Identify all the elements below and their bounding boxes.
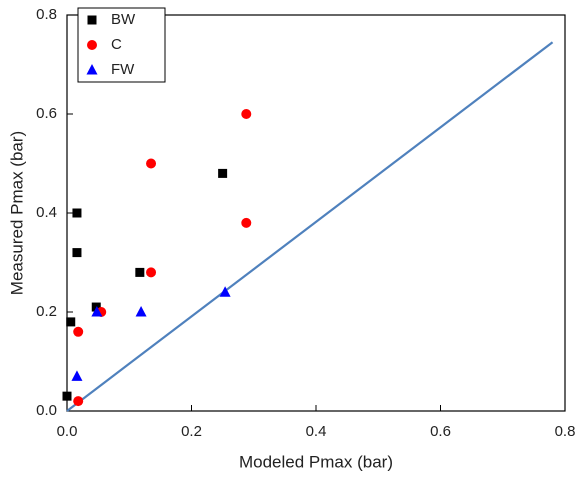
x-tick-label: 0.2	[181, 423, 202, 440]
point	[146, 267, 157, 278]
y-tick-label: 0.4	[36, 204, 57, 221]
y-tick-label: 0.0	[36, 402, 57, 419]
point	[146, 158, 157, 169]
point	[135, 306, 147, 317]
legend-label: C	[111, 36, 122, 53]
point	[218, 168, 228, 178]
point	[72, 208, 82, 218]
point	[241, 109, 252, 119]
y-tick-label: 0.2	[36, 303, 57, 320]
x-tick-label: 0.8	[555, 423, 576, 440]
legend-marker	[86, 64, 98, 75]
legend-marker	[87, 15, 97, 25]
x-tick-label: 0.4	[306, 423, 327, 440]
point	[91, 302, 101, 312]
point	[135, 267, 145, 277]
reference-line	[66, 41, 554, 412]
legend-label: BW	[111, 11, 136, 28]
legend-marker	[87, 40, 97, 50]
point	[91, 306, 103, 317]
point	[219, 286, 231, 297]
x-tick-label: 0.0	[57, 423, 78, 440]
point	[62, 391, 72, 401]
point	[241, 217, 252, 228]
point	[66, 317, 76, 327]
x-tick-label: 0.6	[430, 423, 451, 440]
y-tick-label: 0.6	[36, 105, 57, 122]
point	[73, 396, 84, 407]
point	[72, 248, 82, 258]
point	[73, 326, 84, 337]
legend-label: FW	[111, 61, 135, 78]
y-tick-label: 0.8	[36, 6, 57, 23]
x-axis-title: Modeled Pmax (bar)	[239, 452, 393, 471]
point	[71, 370, 83, 381]
y-axis-title: Measured Pmax (bar)	[7, 131, 26, 295]
